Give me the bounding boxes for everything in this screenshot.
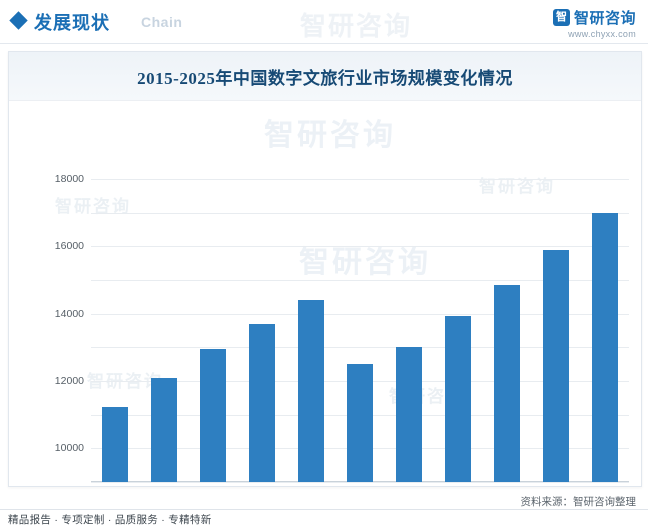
bar[interactable]	[346, 364, 373, 482]
bar[interactable]	[102, 407, 129, 482]
bar-slot	[140, 179, 189, 482]
brand-logo-icon: 智	[552, 9, 570, 26]
x-axis-tick-label: 2016年	[140, 486, 189, 487]
bar[interactable]	[444, 316, 471, 482]
gridline: 18000	[55, 173, 629, 185]
bar-slot	[336, 179, 385, 482]
bar[interactable]	[591, 212, 618, 482]
gridline: 14000	[55, 246, 629, 320]
section-subtitle: Chain	[141, 14, 183, 30]
x-axis-tick-label: 2015年	[91, 486, 140, 487]
footer-divider	[0, 509, 648, 510]
gridline: 8000	[91, 347, 629, 349]
x-axis-tick-label: 2022年	[433, 486, 482, 487]
y-axis-tick-label: 14000	[54, 307, 84, 320]
y-axis-tick-label: 12000	[54, 375, 84, 387]
x-axis-tick-label: 2017年	[189, 486, 238, 487]
x-axis-tick-label: 2020年	[336, 486, 385, 487]
bar-slot	[482, 179, 531, 482]
bar-series	[91, 179, 629, 482]
brand-logo: 智 智研咨询 www.chyxx.com	[552, 7, 636, 39]
section-title: 发展现状	[34, 13, 110, 33]
watermark: 智研咨询	[264, 119, 396, 152]
x-axis-tick-label: 2025年	[580, 486, 629, 487]
x-axis-tick-label: 2019年	[287, 486, 336, 487]
header-watermark: 智研咨询	[300, 11, 413, 41]
x-axis-tick-label: 2021年	[384, 486, 433, 487]
page-header: 发展现状 Chain 智研咨询 智 智研咨询 www.chyxx.com	[0, 0, 648, 44]
bar-slot	[238, 179, 287, 482]
y-axis-tick-label: 10000	[54, 442, 84, 455]
gridline: 0	[91, 482, 629, 483]
bar-slot	[287, 179, 336, 482]
bar[interactable]	[151, 378, 178, 482]
bar-slot	[189, 179, 238, 482]
bar-slot	[384, 179, 433, 482]
bar[interactable]	[395, 347, 422, 482]
bar[interactable]	[542, 249, 569, 482]
gridline: 10000	[55, 313, 629, 454]
bar[interactable]	[493, 285, 520, 482]
gridline: 16000	[55, 212, 629, 252]
footer-tagline: 精品报告 · 专项定制 · 品质服务 · 专精特新	[8, 514, 212, 526]
bar[interactable]	[249, 323, 276, 482]
chart-card: 2015-2025年中国数字文旅行业市场规模变化情况 智研咨询 智研咨询 智研咨…	[8, 51, 642, 487]
bar-slot	[91, 179, 140, 482]
diamond-bullet-icon	[9, 11, 28, 30]
brand-url: www.chyxx.com	[568, 29, 636, 39]
brand-logo-text: 智研咨询	[573, 10, 636, 27]
x-axis-tick-label: 2024年	[531, 486, 580, 487]
x-axis-tick-label: 2023年	[482, 486, 531, 487]
y-axis-tick-label: 18000	[54, 173, 84, 185]
chart-title: 2015-2025年中国数字文旅行业市场规模变化情况	[137, 69, 513, 88]
bar[interactable]	[200, 349, 227, 482]
bar-slot	[580, 179, 629, 482]
bar[interactable]	[298, 300, 325, 482]
gridline: 12000	[55, 280, 629, 387]
bar-slot	[531, 179, 580, 482]
x-axis-tick-label: 2018年	[238, 486, 287, 487]
y-axis-tick-label: 16000	[54, 240, 84, 253]
plot-area: 0200040006000800010000120001400016000180…	[55, 173, 629, 483]
x-axis-labels: 2015年2016年2017年2018年2019年2020年2021年2022年…	[91, 486, 629, 487]
chart-title-band	[9, 52, 641, 101]
bar-slot	[433, 179, 482, 482]
source-note: 资料来源：智研咨询整理	[520, 496, 637, 508]
